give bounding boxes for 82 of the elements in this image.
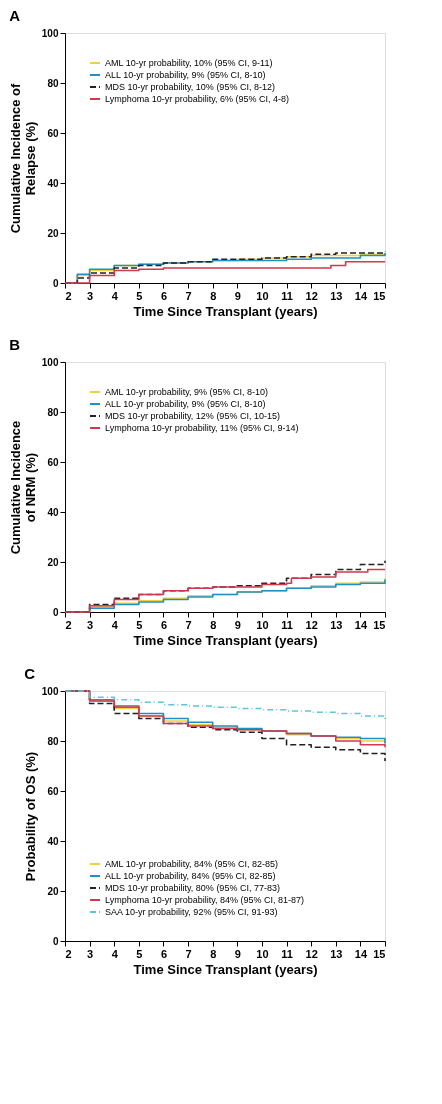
x-tick-label: 2 bbox=[65, 618, 72, 631]
x-tick-label: 13 bbox=[330, 947, 343, 960]
x-tick-label: 12 bbox=[305, 947, 318, 960]
y-tick-label: 0 bbox=[52, 935, 59, 947]
x-tick-label: 5 bbox=[136, 618, 143, 631]
chart-title: C bbox=[24, 665, 36, 682]
legend-label: MDS 10-yr probability, 12% (95% CI, 10-15) bbox=[105, 411, 280, 421]
y-tick-label: 40 bbox=[47, 835, 59, 847]
legend-label: Lymphoma 10-yr probability, 6% (95% CI, 4-8) bbox=[105, 94, 290, 104]
x-tick-label: 11 bbox=[281, 947, 293, 960]
x-tick-label: 10 bbox=[256, 618, 269, 631]
x-tick-label: 4 bbox=[111, 289, 119, 302]
x-tick-label: 6 bbox=[160, 289, 168, 302]
y-tick-label: 20 bbox=[47, 556, 59, 568]
x-tick-label: 7 bbox=[185, 947, 192, 960]
x-tick-label: 9 bbox=[234, 289, 241, 302]
x-tick-label: 6 bbox=[160, 618, 168, 631]
x-tick-label: 15 bbox=[373, 289, 386, 302]
x-tick-label: 14 bbox=[354, 618, 368, 631]
y-tick-label: 60 bbox=[47, 785, 59, 797]
y-tick-label: 100 bbox=[41, 685, 59, 697]
x-tick-label: 14 bbox=[354, 289, 368, 302]
y-tick-label: 100 bbox=[41, 356, 59, 368]
legend-label: AML 10-yr probability, 10% (95% CI, 9-11) bbox=[105, 58, 273, 68]
x-tick-label: 3 bbox=[87, 947, 94, 960]
y-tick-label: 80 bbox=[47, 406, 59, 418]
chart-title: A bbox=[9, 7, 21, 24]
legend-label: AML 10-yr probability, 84% (95% CI, 82-85) bbox=[105, 859, 279, 869]
y-tick-label: 60 bbox=[47, 456, 59, 468]
x-tick-label: 4 bbox=[111, 618, 119, 631]
x-tick-label: 12 bbox=[305, 289, 318, 302]
x-tick-label: 15 bbox=[373, 947, 386, 960]
x-tick-label: 10 bbox=[256, 289, 269, 302]
y-tick-label: 20 bbox=[47, 227, 59, 239]
legend-label: MDS 10-yr probability, 10% (95% CI, 8-12) bbox=[105, 82, 275, 92]
y-tick-label: 60 bbox=[47, 127, 59, 139]
y-tick-label: 0 bbox=[52, 606, 59, 618]
x-tick-label: 13 bbox=[330, 618, 343, 631]
y-tick-label: 20 bbox=[47, 885, 59, 897]
legend-label: Lymphoma 10-yr probability, 11% (95% CI, 9-14) bbox=[105, 423, 299, 433]
x-tick-label: 9 bbox=[234, 947, 241, 960]
x-tick-label: 13 bbox=[330, 289, 343, 302]
y-tick-label: 80 bbox=[47, 77, 59, 89]
x-tick-label: 10 bbox=[256, 947, 269, 960]
x-tick-label: 2 bbox=[65, 289, 72, 302]
y-tick-label: 0 bbox=[52, 277, 59, 289]
y-axis-title: Cumulative Incidence of NRM (%) bbox=[7, 420, 38, 555]
y-tick-label: 100 bbox=[41, 27, 59, 39]
x-tick-label: 12 bbox=[305, 618, 318, 631]
chart-title: B bbox=[9, 336, 21, 353]
y-axis-title: Cumulative Incidence of Relapse (%) bbox=[7, 83, 38, 234]
x-tick-label: 14 bbox=[354, 947, 368, 960]
x-tick-label: 8 bbox=[210, 947, 217, 960]
x-tick-label: 4 bbox=[111, 947, 119, 960]
legend-label: MDS 10-yr probability, 80% (95% CI, 77-83) bbox=[105, 883, 280, 893]
x-tick-label: 3 bbox=[87, 618, 94, 631]
legend-label: ALL 10-yr probability, 9% (95% CI, 8-10) bbox=[105, 399, 266, 409]
x-tick-label: 5 bbox=[136, 947, 143, 960]
x-tick-label: 11 bbox=[281, 289, 293, 302]
x-tick-label: 5 bbox=[136, 289, 143, 302]
x-tick-label: 8 bbox=[210, 618, 217, 631]
x-tick-label: 9 bbox=[234, 618, 241, 631]
x-tick-label: 6 bbox=[160, 947, 168, 960]
x-tick-label: 3 bbox=[87, 289, 94, 302]
y-tick-label: 40 bbox=[47, 177, 59, 189]
y-tick-label: 80 bbox=[47, 735, 59, 747]
x-tick-label: 15 bbox=[373, 618, 386, 631]
x-tick-label: 7 bbox=[185, 289, 192, 302]
x-axis-title: Time Since Transplant (years) bbox=[133, 303, 318, 319]
x-tick-label: 2 bbox=[65, 947, 72, 960]
x-tick-label: 8 bbox=[210, 289, 217, 302]
legend-label: SAA 10-yr probability, 92% (95% CI, 91-93) bbox=[105, 907, 278, 917]
legend-label: AML 10-yr probability, 9% (95% CI, 8-10) bbox=[105, 387, 269, 397]
y-axis-title: Probability of OS (%) bbox=[22, 751, 38, 882]
y-tick-label: 40 bbox=[47, 506, 59, 518]
legend-label: Lymphoma 10-yr probability, 84% (95% CI, 81-87) bbox=[105, 895, 305, 905]
legend-label: ALL 10-yr probability, 84% (95% CI, 82-85) bbox=[105, 871, 276, 881]
x-tick-label: 7 bbox=[185, 618, 192, 631]
x-axis-title: Time Since Transplant (years) bbox=[133, 632, 318, 648]
x-tick-label: 11 bbox=[281, 618, 293, 631]
x-axis-title: Time Since Transplant (years) bbox=[133, 961, 318, 977]
legend-label: ALL 10-yr probability, 9% (95% CI, 8-10) bbox=[105, 70, 266, 80]
